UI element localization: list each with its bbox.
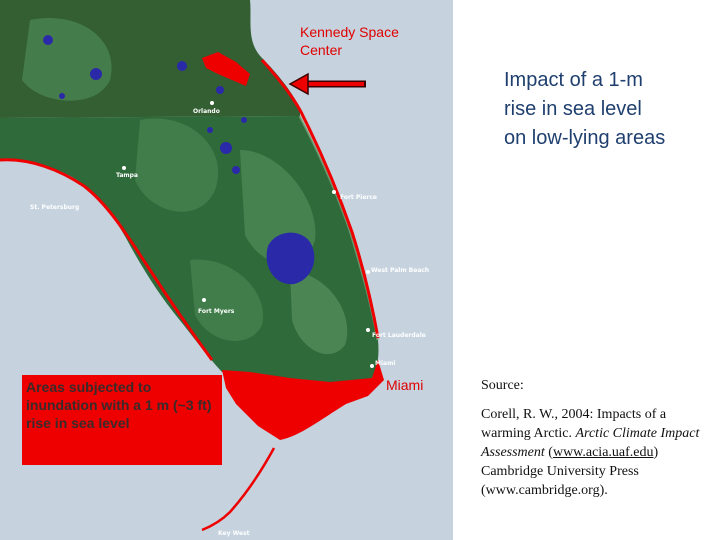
lake [43, 35, 53, 45]
land-patch [190, 259, 264, 342]
kennedy-label-line2: Center [300, 42, 343, 58]
city-label-west-palm-beach: West Palm Beach [371, 267, 430, 274]
slide-title: Impact of a 1-m rise in sea level on low… [504, 66, 714, 153]
city-label-fort-myers: Fort Myers [198, 308, 235, 315]
city-label-miami: Miami [375, 360, 396, 367]
city-label-key-west: Key West [218, 530, 250, 537]
title-line3: on low-lying areas [504, 127, 666, 149]
lake [177, 61, 187, 71]
florida-map: Orlando Tampa St. Petersburg Fort Pierce… [0, 0, 453, 540]
source-citation: Corell, R. W., 2004: Impacts of a warmin… [481, 405, 706, 500]
land-patch [290, 270, 348, 355]
lake [207, 127, 213, 133]
inundation-east-coast [260, 58, 380, 339]
city-label-orlando: Orlando [193, 108, 220, 115]
citation-italic: Arctic Climate Impact Assessment [481, 426, 700, 460]
kennedy-space-center-label: Kennedy Space Center [300, 23, 399, 59]
title-line1: Impact of a 1-m [504, 69, 643, 91]
land-patch [135, 118, 219, 212]
florida-map-graphic [0, 0, 384, 532]
city-label-st-petersburg: St. Petersburg [30, 204, 80, 211]
city-dot [122, 166, 126, 170]
city-dot [210, 101, 214, 105]
inundation-south [222, 360, 384, 440]
source-label: Source: [481, 378, 524, 393]
miami-label: Miami [386, 377, 424, 393]
city-dot [366, 270, 370, 274]
citation-link[interactable]: www.acia.uaf.edu [552, 445, 654, 460]
city-label-tampa: Tampa [116, 172, 138, 179]
lake [90, 68, 102, 80]
inundation-kennedy [202, 52, 250, 86]
city-dot [370, 364, 374, 368]
city-dot [202, 298, 206, 302]
lake [216, 86, 224, 94]
lake-okeechobee [266, 232, 315, 285]
lake [220, 142, 232, 154]
city-label-fort-lauderdale: Fort Lauderdale [372, 332, 426, 339]
city-dot [332, 190, 336, 194]
city-dot [366, 328, 370, 332]
lake [241, 117, 247, 123]
citation-part2: ( [544, 445, 553, 460]
source-block: Source: Corell, R. W., 2004: Impacts of … [481, 376, 706, 500]
lake [59, 93, 65, 99]
citation-part3: ) Cambridge University Press (www.cambri… [481, 445, 659, 498]
inundation-west-coast [0, 158, 214, 361]
city-label-fort-pierce: Fort Pierce [340, 194, 378, 201]
kennedy-arrow-head [288, 72, 309, 96]
inundation-legend: Areas subjected to inundation with a 1 m… [22, 375, 222, 465]
title-line2: rise in sea level [504, 98, 642, 120]
florida-keys [201, 447, 276, 532]
lake [232, 166, 240, 174]
kennedy-label-line1: Kennedy Space [300, 24, 399, 40]
citation-part1: Corell, R. W., 2004: Impacts of a warmin… [481, 407, 667, 441]
